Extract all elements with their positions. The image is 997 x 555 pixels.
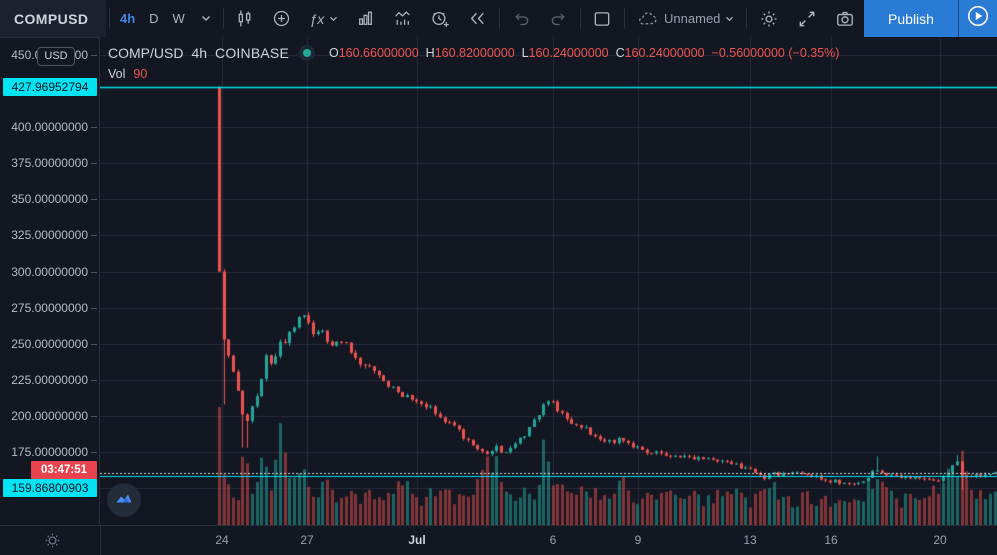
time-axis-label: 16 [824,533,838,547]
broker-logo[interactable] [107,483,141,517]
price-axis-label: 275.00000000 [0,299,99,317]
interval-d-button[interactable]: D [149,11,159,26]
price-axis-label: 200.00000000 [0,407,99,425]
toolbar-separator [109,8,110,29]
fullscreen-icon [797,9,817,29]
publish-section: Publish [864,0,997,37]
toolbar-separator [222,8,224,29]
interval-4h-button[interactable]: 4h [119,11,136,26]
price-axis-label: 175.00000000 [0,443,99,461]
chevron-down-icon [201,15,211,22]
camera-icon [835,9,855,29]
bar-countdown-label: 03:47:51 [31,460,97,479]
chart-style-button[interactable] [226,0,263,37]
gear-icon [759,9,779,29]
bar-replay-button[interactable] [459,0,496,37]
mountain-logo-icon [113,487,135,514]
indicator-templates-icon [393,9,412,28]
financials-button[interactable] [347,0,384,37]
price-scale-settings-button[interactable] [44,532,61,554]
candlestick-chart[interactable] [100,37,997,525]
indicators-button[interactable]: ƒx [300,0,347,37]
alarm-clock-plus-icon [430,9,450,29]
layout-square-icon [592,9,612,29]
compare-button[interactable] [263,0,300,37]
interval-w-button[interactable]: W [172,11,185,26]
play-circle-icon [966,4,990,33]
price-axis-label: 225.00000000 [0,371,99,389]
axis-divider [100,526,101,555]
price-axis-label: 300.00000000 [0,263,99,281]
time-axis-label: 27 [300,533,314,547]
chart-settings-button[interactable] [750,0,788,37]
toolbar-separator [499,8,500,29]
time-axis-label: 13 [743,533,757,547]
toolbar-separator [624,8,626,29]
undo-icon [512,9,531,28]
columns-icon [356,9,375,28]
cloud-icon [637,10,659,28]
price-axis-label: 375.00000000 [0,154,99,172]
toolbar-separator [579,8,581,29]
last-price-label: 159.86800903 [3,478,97,497]
chevron-down-icon [725,16,734,22]
fullscreen-button[interactable] [788,0,826,37]
time-axis-label: Jul [408,533,426,547]
price-axis-label: 250.00000000 [0,335,99,353]
price-axis-label: 400.00000000 [0,118,99,136]
symbol-label: COMPUSD [14,10,89,27]
price-axis-label: 325.00000000 [0,226,99,244]
chevron-down-icon [329,16,338,22]
price-axis-label: 350.00000000 [0,190,99,208]
symbol-button[interactable]: COMPUSD [0,0,107,37]
time-axis-label: 20 [933,533,947,547]
time-axis-label: 9 [634,533,642,547]
interval-menu-button[interactable] [192,0,220,37]
layout-name-label: Unnamed [664,11,721,26]
time-axis[interactable]: 24 27 Jul 6 9 13 16 20 [0,525,997,555]
session-high-price-label: 427.96952794 [3,77,97,96]
select-layout-button[interactable] [583,0,621,37]
fx-icon: ƒx [309,10,325,27]
candlestick-icon [235,9,254,28]
price-axis[interactable]: 450.00000000400.00000000375.00000000350.… [0,38,100,525]
redo-icon [549,9,568,28]
publish-play-button[interactable] [957,0,997,37]
time-axis-label: 6 [549,533,557,547]
create-alert-button[interactable] [421,0,459,37]
top-toolbar: COMPUSD 4h D W [0,0,997,38]
redo-button[interactable] [540,0,577,37]
plus-circle-icon [272,9,291,28]
snapshot-button[interactable] [826,0,864,37]
toolbar-separator [746,8,748,29]
time-axis-label: 24 [215,533,229,547]
currency-toggle-button[interactable]: USD [37,47,75,66]
indicator-templates-button[interactable] [384,0,421,37]
save-layout-button[interactable]: Unnamed [628,0,743,37]
rewind-icon [468,9,487,28]
publish-button[interactable]: Publish [888,10,934,27]
undo-button[interactable] [503,0,540,37]
chart-pane: COMP/USD 4h COINBASE O160.66000000 H160.… [100,37,997,525]
